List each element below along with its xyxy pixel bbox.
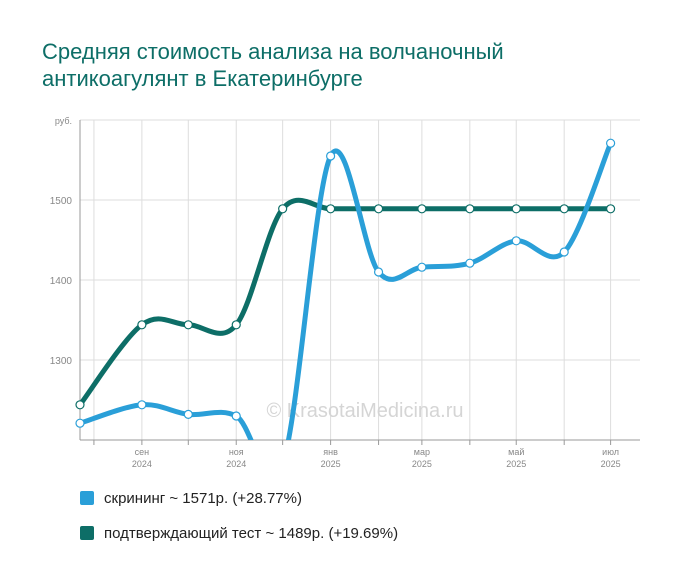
data-point-confirmatory[interactable] xyxy=(606,204,616,214)
x-tick-label-year: 2024 xyxy=(132,459,152,469)
x-tick-label-month: сен xyxy=(135,447,150,457)
x-tick-label-month: янв xyxy=(323,447,338,457)
x-tick-label-year: 2024 xyxy=(226,459,246,469)
grid xyxy=(80,119,640,440)
data-point-confirmatory[interactable] xyxy=(137,320,147,330)
data-point-confirmatory[interactable] xyxy=(183,320,193,330)
y-tick-label: 1500 xyxy=(50,196,73,207)
series xyxy=(80,140,614,440)
data-point-confirmatory[interactable] xyxy=(231,320,241,330)
legend-item-confirmatory[interactable]: подтверждающий тест ~ 1489р. (+19.69%) xyxy=(80,523,398,543)
data-point-confirmatory[interactable] xyxy=(417,204,427,214)
data-point-screening[interactable] xyxy=(559,247,569,257)
data-point-confirmatory[interactable] xyxy=(465,204,475,214)
chart-title: Средняя стоимость анализа на волчаночный… xyxy=(42,38,662,92)
watermark: © KrasotaiMedicina.ru xyxy=(266,400,463,422)
data-point-confirmatory[interactable] xyxy=(559,204,569,214)
axes: 1300 1400 1500 руб. сен 2024 ноя 2024 янв 2025 мар… xyxy=(50,116,640,469)
data-point-screening[interactable] xyxy=(417,262,427,272)
x-tick-label-month: ноя xyxy=(229,447,244,457)
data-point-confirmatory[interactable] xyxy=(373,204,384,214)
data-point-screening[interactable] xyxy=(373,267,384,277)
data-point-screening[interactable] xyxy=(183,409,193,419)
series-line-screening xyxy=(80,140,614,440)
legend-label-confirmatory: подтверждающий тест ~ 1489р. (+19.69%) xyxy=(104,524,399,542)
x-tick-label-year: 2025 xyxy=(601,459,621,469)
x-tick-label-month: мар xyxy=(414,447,430,457)
chart-title-line-1: Средняя стоимость анализа на волчаночный xyxy=(42,39,504,64)
data-point-confirmatory[interactable] xyxy=(75,400,85,410)
series-line-confirmatory xyxy=(80,197,614,408)
data-point-screening[interactable] xyxy=(231,411,241,421)
x-tick-label-year: 2025 xyxy=(506,459,526,469)
legend-label-screening: скрининг ~ 1571р. (+28.77%) xyxy=(104,489,302,507)
legend: скрининг ~ 1571р. (+28.77%) подтверждающ… xyxy=(80,488,398,558)
data-point-confirmatory[interactable] xyxy=(278,204,288,214)
data-point-confirmatory[interactable] xyxy=(511,204,521,214)
data-point-screening[interactable] xyxy=(75,418,85,428)
y-unit-label: руб. xyxy=(55,116,72,126)
x-tick-label-month: май xyxy=(508,447,524,457)
data-point-screening[interactable] xyxy=(137,400,147,410)
data-point-screening[interactable] xyxy=(326,151,336,161)
y-tick-label: 1400 xyxy=(50,276,73,287)
data-point-screening[interactable] xyxy=(606,138,616,148)
x-tick-label-year: 2025 xyxy=(412,459,432,469)
legend-item-screening[interactable]: скрининг ~ 1571р. (+28.77%) xyxy=(80,488,398,508)
y-tick-label: 1300 xyxy=(50,356,73,367)
legend-swatch-screening xyxy=(80,491,94,505)
x-tick-label-month: июл xyxy=(602,447,619,457)
data-points xyxy=(75,138,616,428)
data-point-confirmatory[interactable] xyxy=(326,204,336,214)
x-tick-label-year: 2025 xyxy=(321,459,341,469)
chart-title-line-2: антикоагулянт в Екатеринбурге xyxy=(42,66,363,91)
data-point-screening[interactable] xyxy=(465,258,475,268)
legend-swatch-confirmatory xyxy=(80,526,94,540)
data-point-screening[interactable] xyxy=(511,236,521,246)
